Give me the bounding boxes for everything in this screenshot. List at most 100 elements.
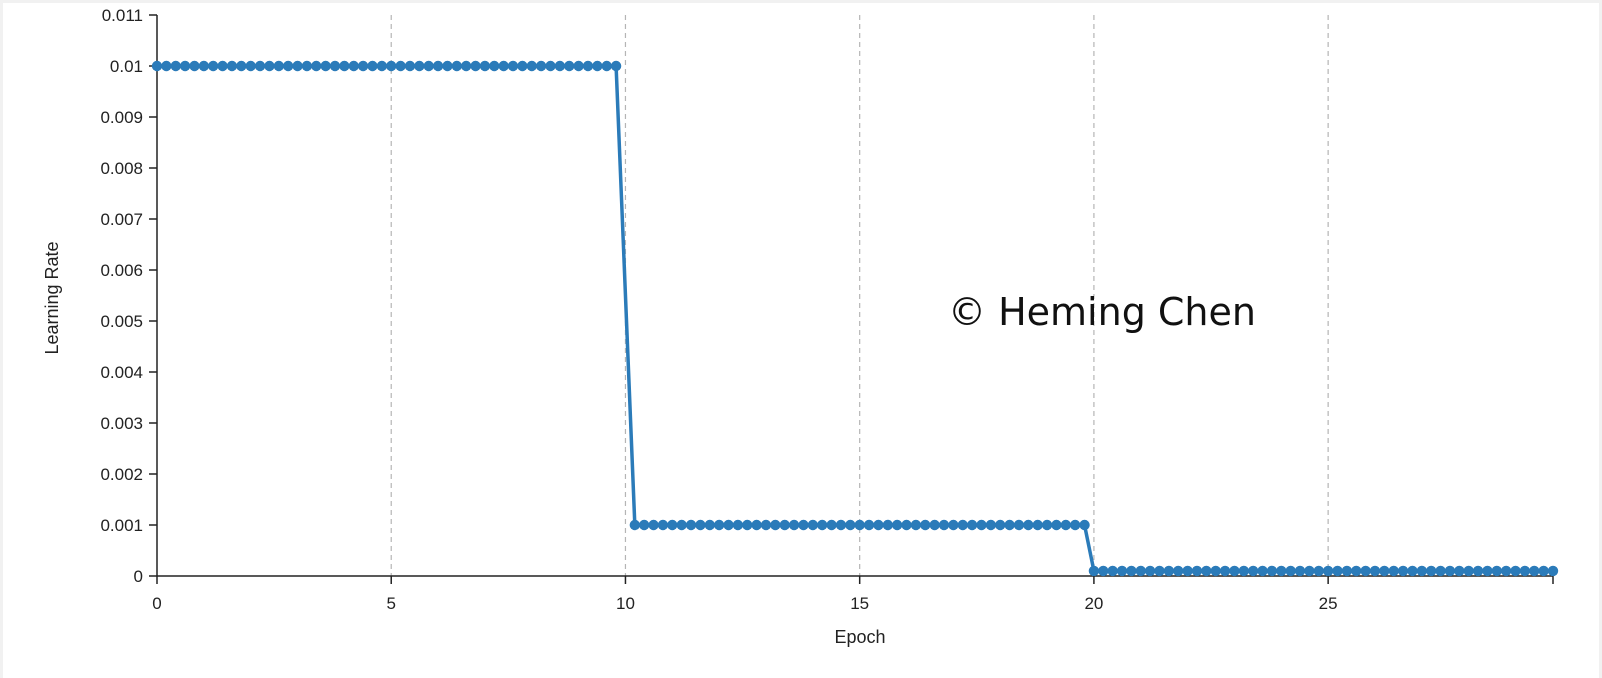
data-point bbox=[1491, 565, 1502, 577]
y-tick-label: 0.007 bbox=[100, 210, 143, 229]
data-point bbox=[957, 519, 968, 531]
data-point bbox=[376, 60, 388, 72]
data-point bbox=[179, 60, 191, 72]
data-point bbox=[489, 60, 500, 72]
data-point bbox=[1304, 565, 1315, 577]
data-point bbox=[1332, 565, 1343, 577]
data-point bbox=[1472, 565, 1484, 577]
y-tick-label: 0.002 bbox=[100, 465, 143, 484]
data-point bbox=[723, 519, 734, 531]
data-point bbox=[1500, 565, 1512, 577]
data-point bbox=[1407, 565, 1418, 577]
data-point bbox=[1135, 565, 1146, 577]
data-point bbox=[282, 60, 294, 72]
data-point bbox=[1294, 565, 1306, 577]
y-tick-label: 0.004 bbox=[100, 363, 143, 382]
data-point bbox=[151, 60, 163, 72]
data-point bbox=[226, 60, 238, 72]
data-point bbox=[1219, 565, 1231, 577]
data-point bbox=[676, 519, 687, 531]
data-point bbox=[1388, 565, 1399, 577]
data-point bbox=[357, 60, 369, 72]
data-point bbox=[1313, 565, 1324, 577]
learning-rate-chart: 0 0.001 0.002 0.003 0.004 0.005 0.006 0.007 0.00… bbox=[42, 6, 1559, 647]
data-point bbox=[1229, 565, 1240, 577]
data-point bbox=[1079, 519, 1090, 531]
data-point bbox=[732, 519, 744, 531]
data-point bbox=[1051, 519, 1062, 531]
data-point bbox=[526, 60, 537, 72]
y-tick-label: 0.01 bbox=[110, 57, 143, 76]
data-point bbox=[1098, 565, 1109, 577]
data-point bbox=[582, 60, 594, 72]
data-point bbox=[1547, 565, 1559, 577]
data-point bbox=[854, 519, 865, 531]
data-point bbox=[938, 519, 950, 531]
y-tick-label: 0.003 bbox=[100, 414, 143, 433]
data-point bbox=[1510, 565, 1521, 577]
y-tick-label: 0.011 bbox=[102, 6, 143, 25]
data-point bbox=[245, 60, 256, 72]
data-point bbox=[704, 519, 715, 531]
data-point bbox=[1032, 519, 1043, 531]
data-point bbox=[751, 519, 762, 531]
data-point bbox=[217, 60, 228, 72]
data-point bbox=[770, 519, 781, 531]
data-point bbox=[451, 60, 463, 72]
data-point bbox=[629, 519, 641, 531]
x-tick-label: 0 bbox=[152, 594, 161, 613]
y-tick-label: 0 bbox=[134, 567, 143, 586]
data-point bbox=[901, 519, 912, 531]
data-point bbox=[807, 519, 819, 531]
data-point bbox=[929, 519, 940, 531]
chart-container: 0 0.001 0.002 0.003 0.004 0.005 0.006 0.007 0.00… bbox=[3, 3, 1599, 678]
data-point bbox=[1107, 565, 1118, 577]
data-point bbox=[1519, 565, 1531, 577]
data-point bbox=[1454, 565, 1465, 577]
data-point bbox=[1397, 565, 1409, 577]
data-point bbox=[479, 60, 491, 72]
data-point bbox=[1463, 565, 1474, 577]
data-point bbox=[920, 519, 931, 531]
data-point bbox=[554, 60, 566, 72]
y-tick-label: 0.009 bbox=[100, 108, 143, 127]
data-point bbox=[1435, 565, 1446, 577]
data-point bbox=[1482, 565, 1493, 577]
data-point bbox=[254, 60, 266, 72]
data-point bbox=[1247, 565, 1259, 577]
data-point bbox=[685, 519, 697, 531]
data-point bbox=[170, 60, 181, 72]
data-point bbox=[667, 519, 678, 531]
data-point bbox=[367, 60, 378, 72]
data-point bbox=[1276, 565, 1287, 577]
data-point bbox=[863, 519, 875, 531]
data-point bbox=[910, 519, 922, 531]
data-point bbox=[1116, 565, 1128, 577]
data-point bbox=[348, 60, 359, 72]
data-point bbox=[189, 60, 200, 72]
data-point bbox=[798, 519, 809, 531]
data-point bbox=[339, 60, 350, 72]
data-point bbox=[573, 60, 584, 72]
y-tick-label: 0.005 bbox=[100, 312, 143, 331]
data-point bbox=[1041, 519, 1053, 531]
data-point bbox=[545, 60, 556, 72]
data-point bbox=[1013, 519, 1025, 531]
data-point bbox=[1182, 565, 1193, 577]
series-learning-rate bbox=[151, 60, 1559, 577]
data-point bbox=[657, 519, 669, 531]
data-point bbox=[742, 519, 753, 531]
data-point bbox=[301, 60, 313, 72]
data-point bbox=[507, 60, 519, 72]
data-point bbox=[1191, 565, 1203, 577]
data-point bbox=[442, 60, 453, 72]
data-point bbox=[498, 60, 509, 72]
x-axis-title: Epoch bbox=[834, 627, 885, 647]
data-point bbox=[236, 60, 247, 72]
data-point bbox=[1538, 565, 1549, 577]
data-point bbox=[1173, 565, 1184, 577]
axes: 0 0.001 0.002 0.003 0.004 0.005 0.006 0.007 0.00… bbox=[100, 6, 1554, 613]
data-point bbox=[1023, 519, 1034, 531]
data-point bbox=[1069, 519, 1081, 531]
data-point bbox=[948, 519, 959, 531]
